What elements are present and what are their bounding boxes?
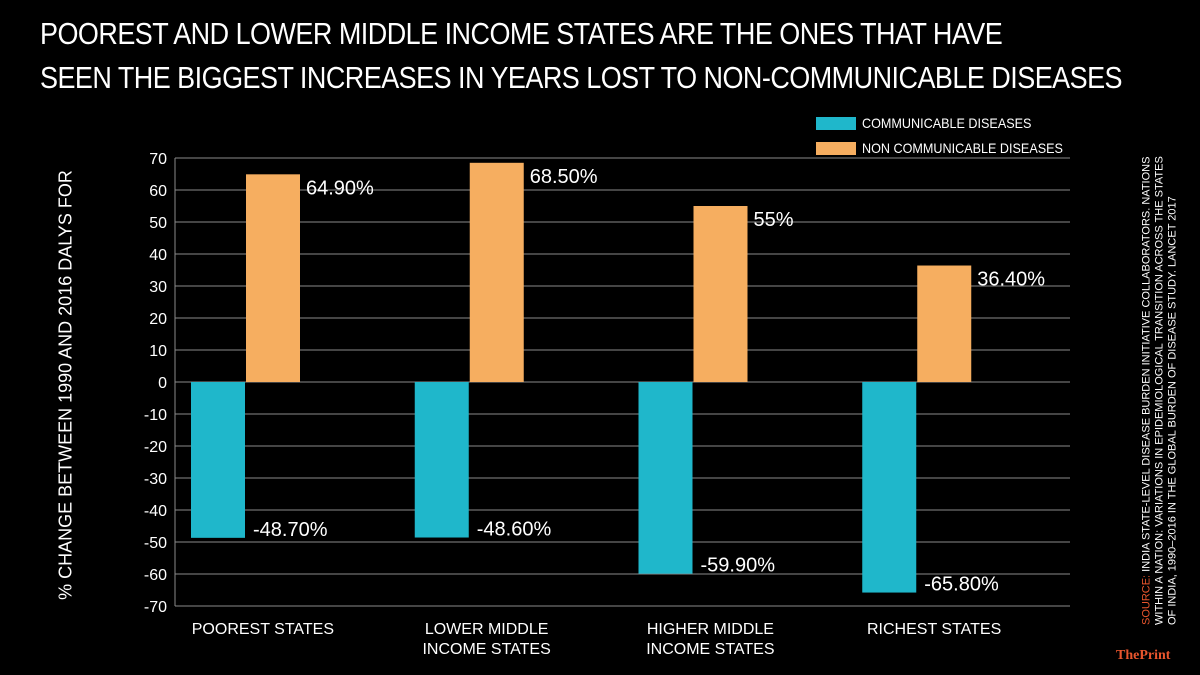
- data-label-communicable: -48.70%: [253, 519, 328, 541]
- legend-item-non-communicable: NON COMMUNICABLE DISEASES: [816, 138, 1085, 158]
- source-text: INDIA STATE-LEVEL DISEASE BURDEN INITIAT…: [1140, 156, 1179, 625]
- legend-swatch-communicable: [816, 116, 856, 130]
- chart-title-line-1: POOREST AND LOWER MIDDLE INCOME STATES A…: [40, 16, 1003, 51]
- y-tick-label: -30: [144, 471, 167, 488]
- data-label-communicable: -48.60%: [477, 519, 552, 541]
- legend-label-communicable: COMMUNICABLE DISEASES: [862, 115, 1032, 131]
- y-tick-label: 60: [149, 183, 167, 200]
- bar-communicable: [862, 382, 917, 593]
- y-tick-label: 40: [149, 247, 167, 264]
- y-tick-label: -10: [144, 407, 167, 424]
- chart-title-line-2: SEEN THE BIGGEST INCREASES IN YEARS LOST…: [40, 60, 1123, 95]
- category-label: INCOME STATES: [646, 641, 774, 658]
- data-label-non-communicable: 55%: [754, 209, 794, 231]
- y-tick-label: -20: [144, 439, 167, 456]
- category-label: LOWER MIDDLE: [425, 621, 549, 638]
- data-label-non-communicable: 64.90%: [306, 177, 374, 199]
- source-key: SOURCE:: [1140, 574, 1153, 625]
- legend-swatch-non-communicable: [816, 141, 856, 155]
- legend-item-communicable: COMMUNICABLE DISEASES: [816, 113, 1050, 133]
- legend-label-non-communicable: NON COMMUNICABLE DISEASES: [862, 140, 1063, 156]
- y-tick-label: -60: [144, 567, 167, 584]
- y-tick-label: 30: [149, 279, 167, 296]
- bar-communicable: [638, 382, 693, 574]
- y-tick-label: -40: [144, 503, 167, 520]
- category-label: INCOME STATES: [422, 641, 550, 658]
- bar-non-communicable: [917, 265, 972, 382]
- bar-communicable: [191, 382, 245, 538]
- data-label-non-communicable: 68.50%: [530, 166, 598, 188]
- bar-non-communicable: [469, 162, 524, 382]
- bar-communicable: [414, 382, 469, 538]
- y-tick-label: 70: [149, 151, 167, 168]
- y-tick-label: -70: [144, 599, 167, 616]
- data-label-communicable: -59.90%: [701, 555, 776, 577]
- source-note: SOURCE: INDIA STATE-LEVEL DISEASE BURDEN…: [1141, 145, 1180, 625]
- brand-logo: ThePrint: [1116, 648, 1171, 663]
- category-label: POOREST STATES: [192, 621, 334, 638]
- data-label-communicable: -65.80%: [924, 574, 999, 596]
- y-tick-label: 10: [149, 343, 167, 360]
- y-tick-label: 0: [158, 375, 167, 392]
- y-tick-label: 50: [149, 215, 167, 232]
- y-tick-label: -50: [144, 535, 167, 552]
- data-label-non-communicable: 36.40%: [977, 269, 1045, 291]
- category-label: HIGHER MIDDLE: [647, 621, 774, 638]
- bar-non-communicable: [246, 174, 300, 382]
- y-tick-label: 20: [149, 311, 167, 328]
- bar-non-communicable: [693, 206, 748, 382]
- category-label: RICHEST STATES: [867, 621, 1001, 638]
